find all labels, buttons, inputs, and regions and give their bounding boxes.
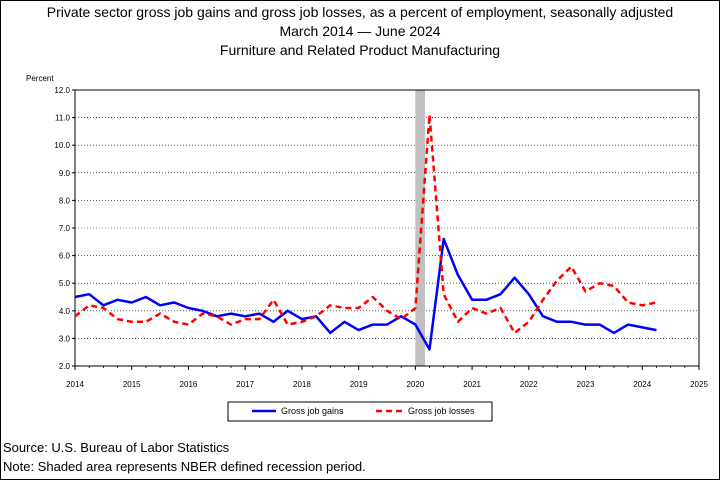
chart-subtitle: Furniture and Related Product Manufactur… (219, 42, 501, 58)
x-tick-label: 2019 (350, 380, 368, 389)
gains-line (74, 237, 657, 351)
y-tick-label: 2.0 (59, 362, 71, 371)
series-layer (74, 113, 657, 351)
legend-label-gains: Gross job gains (281, 406, 344, 416)
recession-note: Note: Shaded area represents NBER define… (3, 459, 366, 474)
x-tick-label: 2020 (406, 380, 424, 389)
x-tick-label: 2023 (577, 380, 595, 389)
y-tick-label: 4.0 (59, 307, 71, 316)
x-tick-label: 2017 (236, 380, 254, 389)
y-tick-label: 3.0 (59, 334, 71, 343)
losses-line (74, 113, 657, 335)
y-tick-label: 8.0 (59, 196, 71, 205)
legend-label-losses: Gross job losses (408, 406, 475, 416)
y-tick-label: 5.0 (59, 279, 71, 288)
y-tick-label: 6.0 (59, 252, 71, 261)
chart-title: Private sector gross job gains and gross… (46, 4, 674, 20)
grid-lines (75, 117, 699, 339)
legend-box (227, 401, 493, 422)
chart-date-range: March 2014 — June 2024 (279, 23, 441, 39)
y-axis: 2.0 3.0 4.0 5.0 6.0 7.0 8.0 9.0 10.0 11.0 12.0 (54, 86, 75, 371)
x-tick-label: 2014 (66, 380, 84, 389)
y-tick-label: 11.0 (55, 114, 71, 123)
x-tick-label: 2016 (180, 380, 198, 389)
y-tick-label: 7.0 (59, 224, 71, 233)
x-tick-label: 2022 (520, 380, 538, 389)
x-tick-label: 2021 (463, 380, 481, 389)
y-tick-label: 10.0 (54, 141, 70, 150)
source-note: Source: U.S. Bureau of Labor Statistics (3, 440, 230, 455)
x-tick-label: 2018 (293, 380, 311, 389)
y-tick-label: 12.0 (54, 86, 70, 95)
y-axis-label: Percent (26, 74, 54, 83)
y-tick-label: 9.0 (59, 169, 71, 178)
x-axis: 2014 2015 2016 2017 2018 2019 2020 2021 2022 2023… (66, 366, 708, 389)
x-tick-label: 2015 (123, 380, 141, 389)
chart-titles: Private sector gross job gains and gross… (0, 3, 720, 60)
x-tick-label: 2024 (633, 380, 651, 389)
x-tick-label: 2025 (690, 380, 708, 389)
legend: Gross job gains Gross job losses (227, 401, 493, 422)
